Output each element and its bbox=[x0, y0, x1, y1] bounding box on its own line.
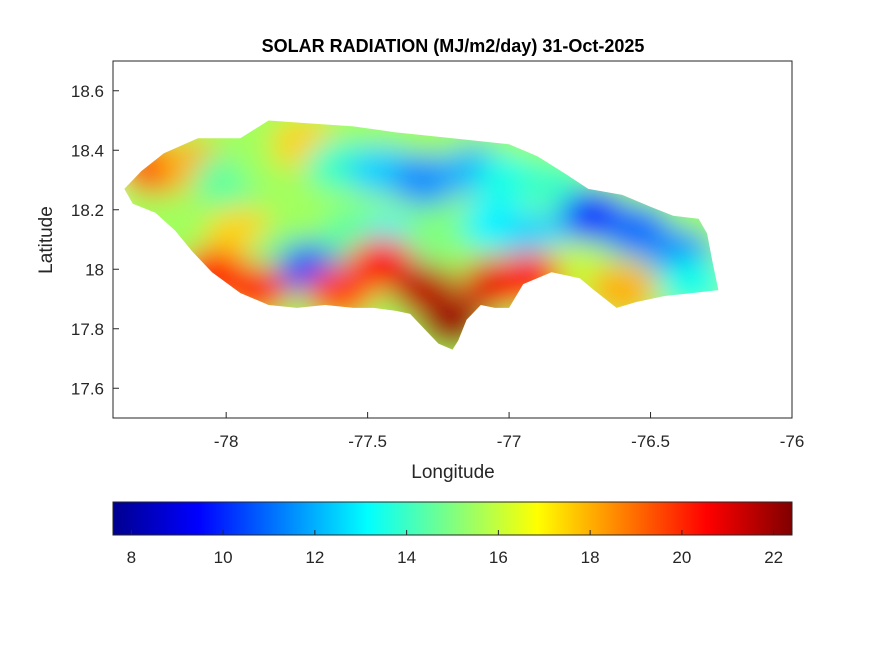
x-tick-label: -76 bbox=[780, 432, 805, 451]
x-axis-label: Longitude bbox=[411, 462, 494, 483]
x-tick-label: -76.5 bbox=[631, 432, 670, 451]
x-tick-label: -77.5 bbox=[348, 432, 387, 451]
y-tick-label: 18 bbox=[85, 260, 104, 279]
y-axis-ticks: 18.6 18.4 18.2 18 17.8 17.6 bbox=[71, 82, 119, 398]
colorbar-tick-label: 20 bbox=[672, 548, 691, 567]
y-tick-label: 17.8 bbox=[71, 320, 104, 339]
y-tick-label: 18.2 bbox=[71, 201, 104, 220]
chart-title: SOLAR RADIATION (MJ/m2/day) 31-Oct-2025 bbox=[262, 36, 645, 56]
y-tick-label: 17.6 bbox=[71, 379, 104, 398]
y-axis-label: Latitude bbox=[36, 206, 57, 274]
colorbar-tick-label: 12 bbox=[305, 548, 324, 567]
x-tick-label: -77 bbox=[497, 432, 522, 451]
colorbar-tick-label: 18 bbox=[581, 548, 600, 567]
colorbar-tick-label: 14 bbox=[397, 548, 416, 567]
colorbar-ticks: 8 10 12 14 16 18 20 22 bbox=[127, 530, 783, 567]
colorbar-tick-label: 16 bbox=[489, 548, 508, 567]
heat-cell bbox=[404, 204, 473, 257]
colorbar-tick-label: 10 bbox=[214, 548, 233, 567]
heat-cell bbox=[390, 154, 459, 206]
x-axis-ticks: -78 -77.5 -77 -76.5 -76 bbox=[214, 412, 804, 451]
y-tick-label: 18.6 bbox=[71, 82, 104, 101]
y-tick-label: 18.4 bbox=[71, 141, 104, 160]
colorbar-tick-label: 8 bbox=[127, 548, 136, 567]
colorbar bbox=[112, 501, 793, 536]
x-tick-label: -78 bbox=[214, 432, 239, 451]
colorbar-tick-label: 22 bbox=[764, 548, 783, 567]
